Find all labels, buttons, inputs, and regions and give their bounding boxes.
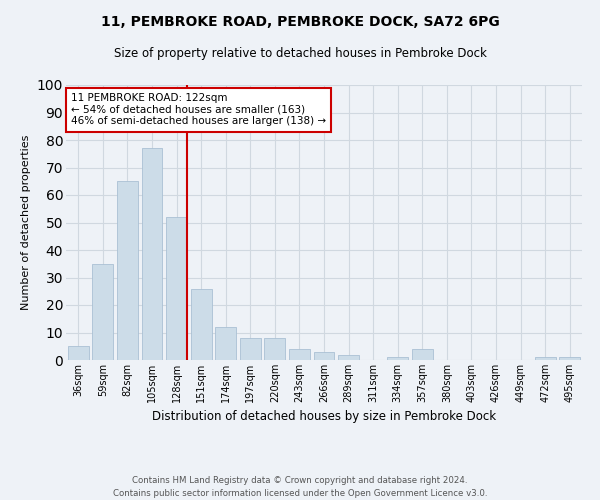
Text: 11 PEMBROKE ROAD: 122sqm
← 54% of detached houses are smaller (163)
46% of semi-: 11 PEMBROKE ROAD: 122sqm ← 54% of detach… — [71, 93, 326, 126]
Text: Contains HM Land Registry data © Crown copyright and database right 2024.
Contai: Contains HM Land Registry data © Crown c… — [113, 476, 487, 498]
Bar — [68, 346, 89, 360]
Y-axis label: Number of detached properties: Number of detached properties — [21, 135, 31, 310]
Bar — [215, 327, 236, 360]
Bar — [289, 349, 310, 360]
Bar — [166, 217, 187, 360]
Bar — [240, 338, 261, 360]
Bar — [535, 357, 556, 360]
Bar — [191, 288, 212, 360]
Bar — [338, 354, 359, 360]
Bar — [412, 349, 433, 360]
X-axis label: Distribution of detached houses by size in Pembroke Dock: Distribution of detached houses by size … — [152, 410, 496, 424]
Bar — [117, 181, 138, 360]
Bar — [265, 338, 286, 360]
Text: Size of property relative to detached houses in Pembroke Dock: Size of property relative to detached ho… — [113, 48, 487, 60]
Bar — [92, 264, 113, 360]
Bar — [314, 352, 334, 360]
Bar — [142, 148, 163, 360]
Bar — [559, 357, 580, 360]
Text: 11, PEMBROKE ROAD, PEMBROKE DOCK, SA72 6PG: 11, PEMBROKE ROAD, PEMBROKE DOCK, SA72 6… — [101, 15, 499, 29]
Bar — [387, 357, 408, 360]
